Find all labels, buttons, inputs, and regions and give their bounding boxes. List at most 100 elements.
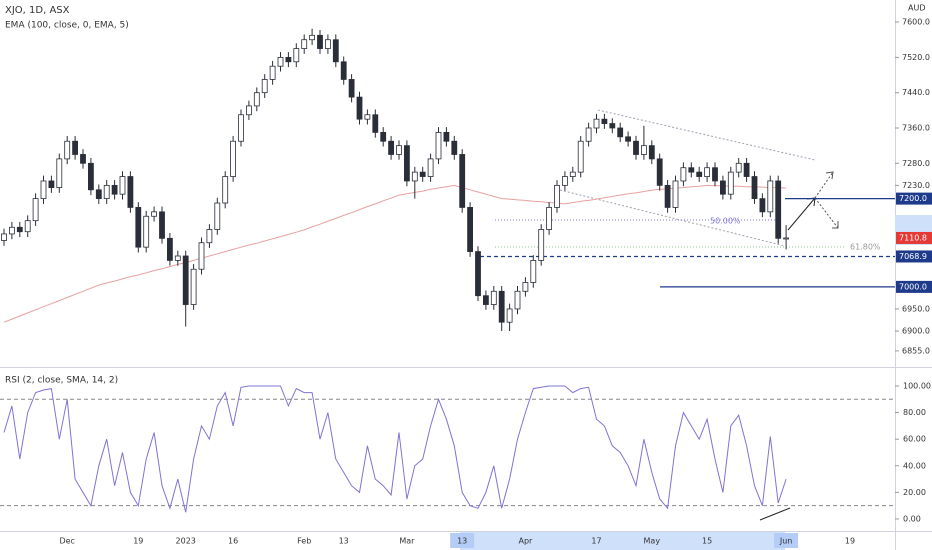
candle-body xyxy=(380,132,387,142)
rsi-tick-label: 60.00 xyxy=(903,435,926,444)
candle-body xyxy=(617,127,624,138)
candle-body xyxy=(372,114,379,133)
candle-body xyxy=(245,105,252,116)
candle-body xyxy=(166,237,173,261)
candle-body xyxy=(190,268,197,305)
candle-body xyxy=(119,176,126,195)
candle-body xyxy=(56,158,63,188)
candle-body xyxy=(317,34,323,49)
candle-body xyxy=(277,56,284,67)
candle-body xyxy=(656,158,663,186)
candle-body xyxy=(127,176,134,208)
candle-body xyxy=(475,251,481,297)
x-tick-label: 13 xyxy=(457,537,467,546)
candle-body xyxy=(451,140,458,155)
y-tick-label: 7280.0 xyxy=(902,159,930,168)
candle-body xyxy=(143,215,150,248)
candle-body xyxy=(332,39,339,63)
candle-body xyxy=(641,145,647,155)
candle-body xyxy=(696,171,703,177)
rsi-tick-label: 20.00 xyxy=(903,488,926,497)
candle-body xyxy=(48,180,55,188)
candle-body xyxy=(174,255,181,261)
candle-body xyxy=(230,140,237,177)
arrow-head xyxy=(832,221,839,229)
y-tick-label: 7230.0 xyxy=(902,181,930,190)
candle-body xyxy=(301,39,308,49)
candle-body xyxy=(704,167,710,177)
x-tick-label: Jun xyxy=(779,537,793,546)
candle-body xyxy=(538,229,545,261)
candle-body xyxy=(546,207,552,230)
fib-label: 61.80% xyxy=(850,243,881,252)
candle-body xyxy=(514,290,521,310)
candle-body xyxy=(490,290,497,305)
ema-line xyxy=(3,184,787,323)
divergence-line xyxy=(759,507,791,521)
channel-upper xyxy=(597,109,816,161)
y-tick-label: 7600.0 xyxy=(902,18,930,27)
price-badge xyxy=(896,192,932,205)
candle-body xyxy=(498,290,505,323)
candle-body xyxy=(388,140,395,155)
candle-body xyxy=(111,184,118,195)
candle-body xyxy=(427,158,434,177)
candle-body xyxy=(103,184,110,200)
rsi-tick-label: 40.00 xyxy=(903,461,926,470)
candle-body xyxy=(214,202,221,230)
candle-body xyxy=(569,171,576,177)
x-tick-label: 17 xyxy=(591,537,601,546)
candle-body xyxy=(356,96,363,120)
candle-body xyxy=(751,176,758,200)
candle-body xyxy=(601,118,608,124)
candle-body xyxy=(324,39,331,49)
candle-body xyxy=(16,226,23,233)
candle-body xyxy=(720,180,726,195)
arrow xyxy=(787,197,816,231)
candle-body xyxy=(364,114,371,120)
candle-body xyxy=(419,171,426,177)
candle-body xyxy=(625,136,631,142)
y-tick-label: 6950.0 xyxy=(902,304,930,313)
candle-body xyxy=(443,132,450,142)
candle-body xyxy=(151,211,158,217)
price-badge xyxy=(896,280,932,293)
arrow-up xyxy=(814,171,834,199)
y-tick-label: 7520.0 xyxy=(902,53,930,62)
candle-body xyxy=(261,79,268,94)
fib-label: 50.00% xyxy=(710,217,741,226)
candle-body xyxy=(293,48,300,63)
candle-body xyxy=(735,162,742,173)
rsi-label: RSI (2, close, SMA, 14, 2) xyxy=(5,376,118,386)
axes: 7600.0 7520.0 7440.0 7360.0 7280.0 7230.0 6950… xyxy=(59,18,932,548)
candle-body xyxy=(64,140,71,160)
candle-body xyxy=(585,127,592,142)
x-tick-label: Mar xyxy=(399,537,415,546)
candle-body xyxy=(727,171,734,195)
y-tick-label: 6900.0 xyxy=(902,327,930,336)
candle-body xyxy=(672,180,679,208)
candle-body xyxy=(309,34,316,41)
candle-body xyxy=(403,145,410,182)
price-badge-label: 7000.0 xyxy=(899,282,927,291)
currency: AUD xyxy=(908,4,926,13)
rsi-line xyxy=(3,385,787,513)
candle-body xyxy=(411,171,418,182)
candle-body xyxy=(80,154,86,164)
rsi-pane xyxy=(0,385,895,513)
candle-body xyxy=(72,140,78,155)
candle-body xyxy=(522,282,529,292)
candle-body xyxy=(253,92,260,107)
candle-body xyxy=(40,180,47,200)
candle-body xyxy=(783,237,789,240)
candle-body xyxy=(198,242,205,270)
candle-body xyxy=(182,255,189,305)
y-tick-label: 7360.0 xyxy=(902,123,930,132)
x-tick-label: Feb xyxy=(297,537,311,546)
candle-body xyxy=(159,211,165,239)
candle-body xyxy=(562,176,568,186)
candle-body xyxy=(1,233,7,241)
chart-title: XJO, 1D, ASX xyxy=(5,5,70,16)
x-tick-label: May xyxy=(644,537,661,546)
